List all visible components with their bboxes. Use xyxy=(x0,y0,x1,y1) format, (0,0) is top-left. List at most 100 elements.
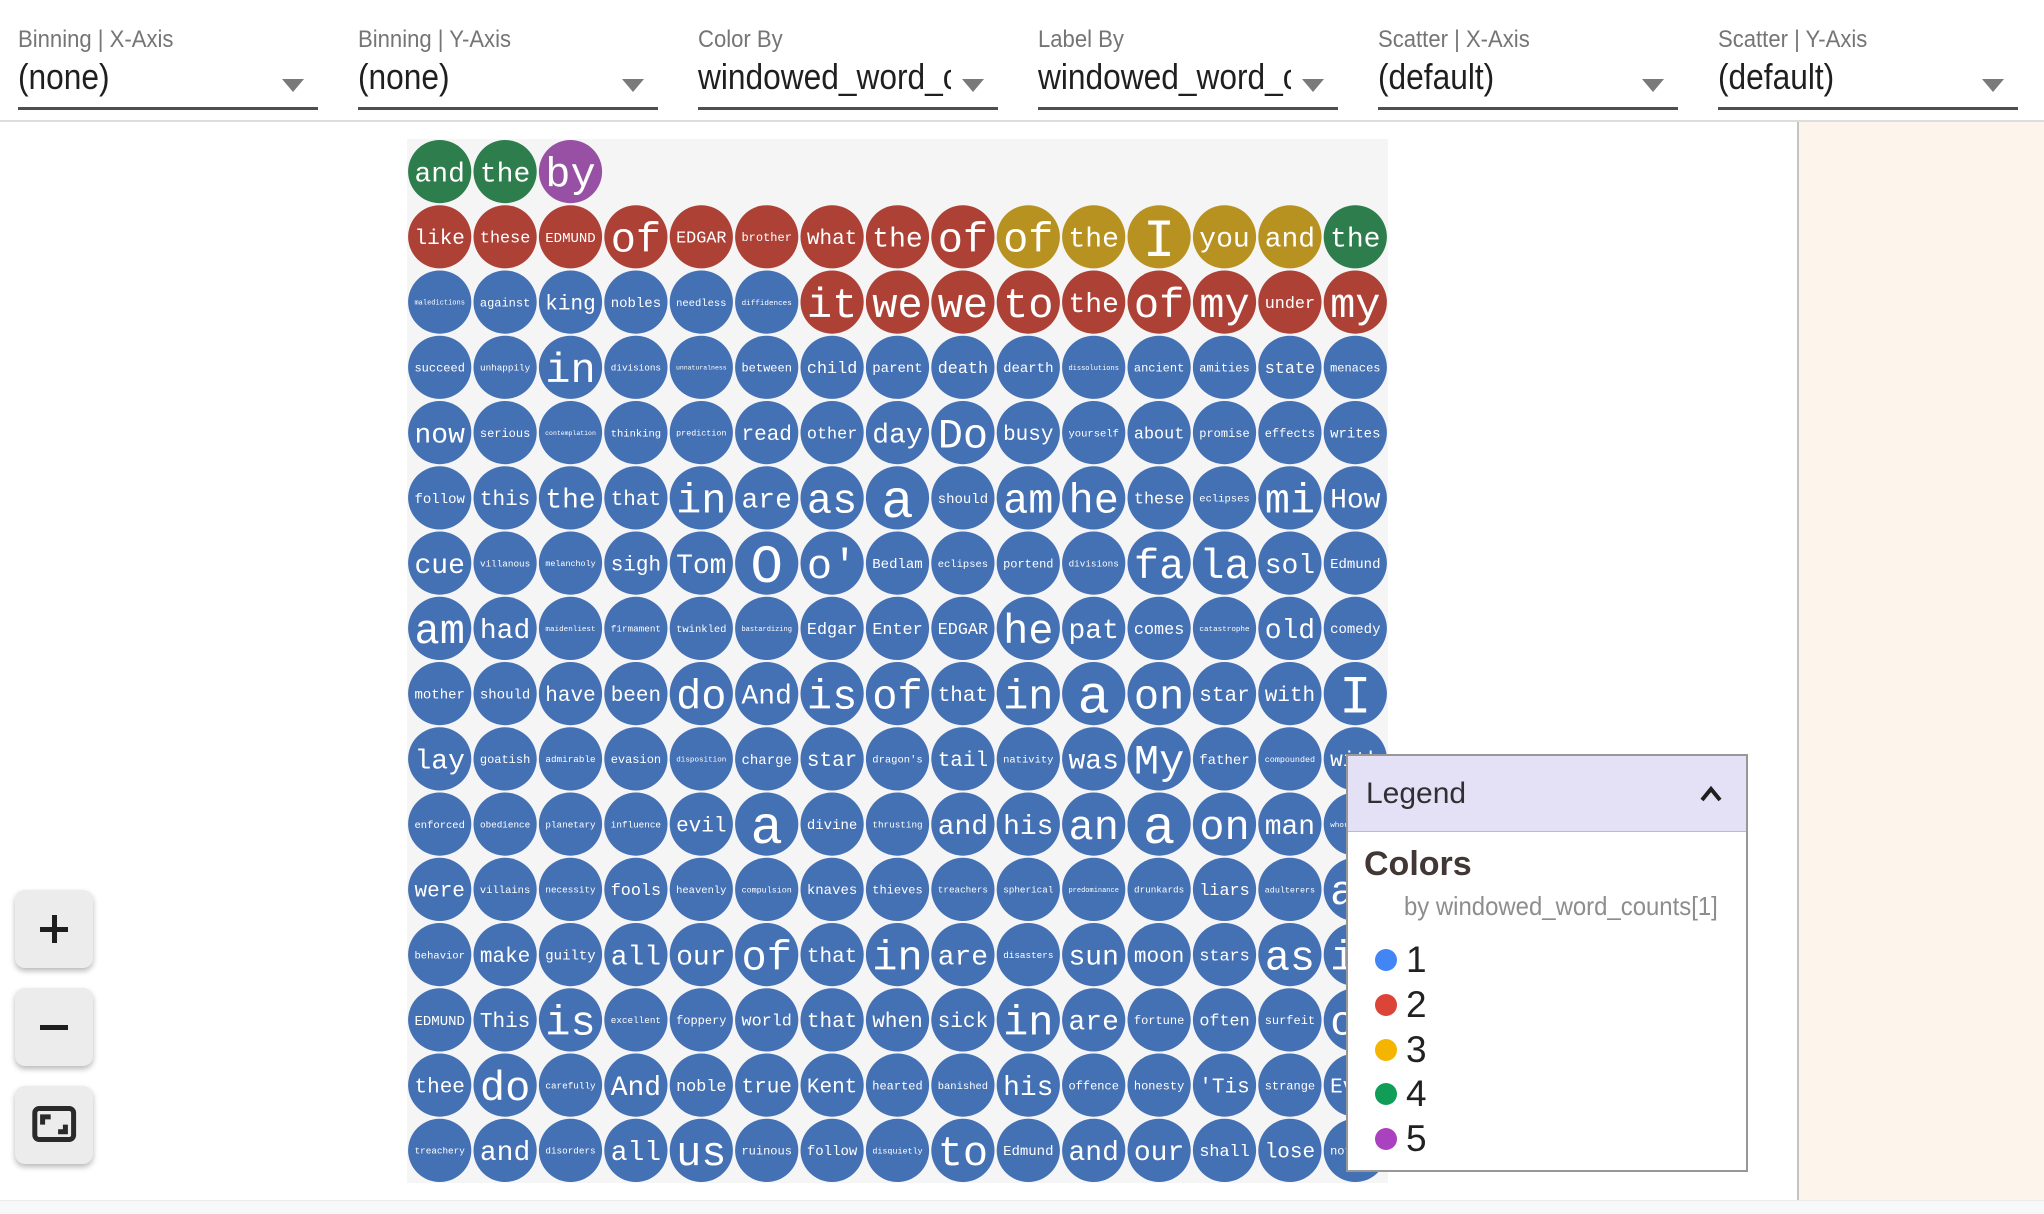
svg-text:was: was xyxy=(1068,747,1118,778)
svg-text:it: it xyxy=(807,282,857,330)
svg-text:dragon's: dragon's xyxy=(872,755,922,767)
svg-text:the: the xyxy=(872,225,922,256)
svg-text:Edgar: Edgar xyxy=(807,621,857,640)
svg-text:often: often xyxy=(1199,1013,1249,1032)
svg-text:Bedlam: Bedlam xyxy=(872,557,922,573)
svg-text:old: old xyxy=(1265,616,1315,647)
svg-text:eclipses: eclipses xyxy=(1199,494,1249,506)
svg-text:should: should xyxy=(938,492,988,508)
svg-text:'Tis: 'Tis xyxy=(1199,1077,1249,1100)
svg-text:by: by xyxy=(545,151,595,199)
svg-text:and: and xyxy=(938,812,988,843)
svg-text:between: between xyxy=(741,362,791,376)
svg-text:and: and xyxy=(480,1138,530,1169)
svg-text:in: in xyxy=(1003,1000,1053,1048)
svg-text:excellent: excellent xyxy=(611,1015,661,1026)
svg-text:star: star xyxy=(1199,685,1249,708)
svg-text:My: My xyxy=(1134,739,1184,787)
svg-text:a: a xyxy=(750,799,782,860)
svg-text:heavenly: heavenly xyxy=(676,885,726,897)
svg-text:what: what xyxy=(807,228,857,251)
svg-text:fortune: fortune xyxy=(1134,1014,1184,1028)
svg-text:treachery: treachery xyxy=(415,1146,466,1157)
svg-text:knaves: knaves xyxy=(807,883,857,899)
svg-text:disposition: disposition xyxy=(676,757,726,765)
svg-text:the: the xyxy=(480,159,530,190)
svg-text:day: day xyxy=(872,420,922,451)
svg-text:thieves: thieves xyxy=(872,884,922,898)
svg-text:pat: pat xyxy=(1068,616,1118,647)
svg-text:spherical: spherical xyxy=(1003,885,1054,896)
svg-text:his: his xyxy=(1003,1073,1053,1104)
svg-text:you: you xyxy=(1199,225,1249,256)
svg-text:prediction: prediction xyxy=(676,429,726,439)
svg-text:fa: fa xyxy=(1134,543,1184,591)
svg-text:the: the xyxy=(1330,225,1380,256)
svg-text:maledictions: maledictions xyxy=(414,300,464,308)
svg-text:my: my xyxy=(1330,282,1380,330)
svg-text:in: in xyxy=(545,347,595,395)
svg-text:sol: sol xyxy=(1265,551,1315,582)
svg-text:as: as xyxy=(807,478,857,526)
svg-text:mi: mi xyxy=(1265,478,1315,526)
svg-text:were: were xyxy=(414,881,464,904)
svg-text:that: that xyxy=(807,946,857,969)
svg-text:honesty: honesty xyxy=(1134,1079,1184,1093)
svg-text:enforced: enforced xyxy=(414,820,464,832)
svg-text:had: had xyxy=(480,616,530,647)
svg-text:And: And xyxy=(741,681,791,712)
svg-text:offence: offence xyxy=(1068,1079,1118,1093)
svg-text:sigh: sigh xyxy=(611,555,661,578)
svg-text:firmament: firmament xyxy=(611,624,661,635)
svg-text:brother: brother xyxy=(741,231,791,245)
svg-text:evil: evil xyxy=(676,816,726,839)
svg-text:Kent: Kent xyxy=(807,1077,857,1100)
svg-text:bastardizing: bastardizing xyxy=(741,626,791,634)
svg-text:promise: promise xyxy=(1199,427,1249,441)
svg-text:is: is xyxy=(545,1000,595,1048)
svg-text:needless: needless xyxy=(676,298,726,310)
svg-text:that: that xyxy=(807,1011,857,1034)
svg-text:O: O xyxy=(750,538,782,599)
svg-text:am: am xyxy=(414,608,464,656)
svg-text:strange: strange xyxy=(1265,1079,1315,1093)
svg-text:behavior: behavior xyxy=(414,950,464,962)
svg-text:busy: busy xyxy=(1003,424,1053,447)
svg-text:nobles: nobles xyxy=(611,296,661,312)
svg-text:he: he xyxy=(1068,478,1118,526)
svg-text:noble: noble xyxy=(676,1078,726,1097)
svg-text:on: on xyxy=(1134,673,1184,721)
svg-text:lay: lay xyxy=(414,747,464,778)
svg-text:diffidences: diffidences xyxy=(742,300,792,308)
svg-text:true: true xyxy=(741,1077,791,1100)
svg-text:o': o' xyxy=(807,543,857,591)
svg-text:dearth: dearth xyxy=(1003,361,1053,377)
svg-text:menaces: menaces xyxy=(1330,362,1380,376)
svg-text:unhappily: unhappily xyxy=(480,363,531,374)
svg-text:portend: portend xyxy=(1003,557,1053,571)
svg-text:planetary: planetary xyxy=(545,819,596,830)
svg-text:his: his xyxy=(1003,812,1053,843)
svg-text:other: other xyxy=(807,426,857,445)
svg-text:sun: sun xyxy=(1068,942,1118,973)
svg-text:read: read xyxy=(741,424,791,447)
svg-text:fools: fools xyxy=(611,882,661,901)
svg-text:should: should xyxy=(480,688,530,704)
svg-text:of: of xyxy=(938,217,988,265)
svg-text:that: that xyxy=(611,489,661,512)
svg-text:a: a xyxy=(881,473,913,534)
svg-text:to: to xyxy=(1003,282,1053,330)
svg-text:my: my xyxy=(1199,282,1249,330)
svg-text:these: these xyxy=(1134,491,1184,510)
svg-text:and: and xyxy=(414,159,464,190)
svg-text:foppery: foppery xyxy=(676,1014,726,1028)
svg-text:unnaturalness: unnaturalness xyxy=(676,365,727,372)
svg-text:divisions: divisions xyxy=(1069,558,1119,569)
svg-text:these: these xyxy=(480,230,530,249)
svg-text:the: the xyxy=(1068,290,1118,321)
svg-text:when: when xyxy=(872,1011,922,1034)
svg-text:this: this xyxy=(480,489,530,512)
svg-text:in: in xyxy=(872,934,922,982)
svg-text:melancholy: melancholy xyxy=(545,559,595,569)
svg-text:comes: comes xyxy=(1134,621,1184,640)
